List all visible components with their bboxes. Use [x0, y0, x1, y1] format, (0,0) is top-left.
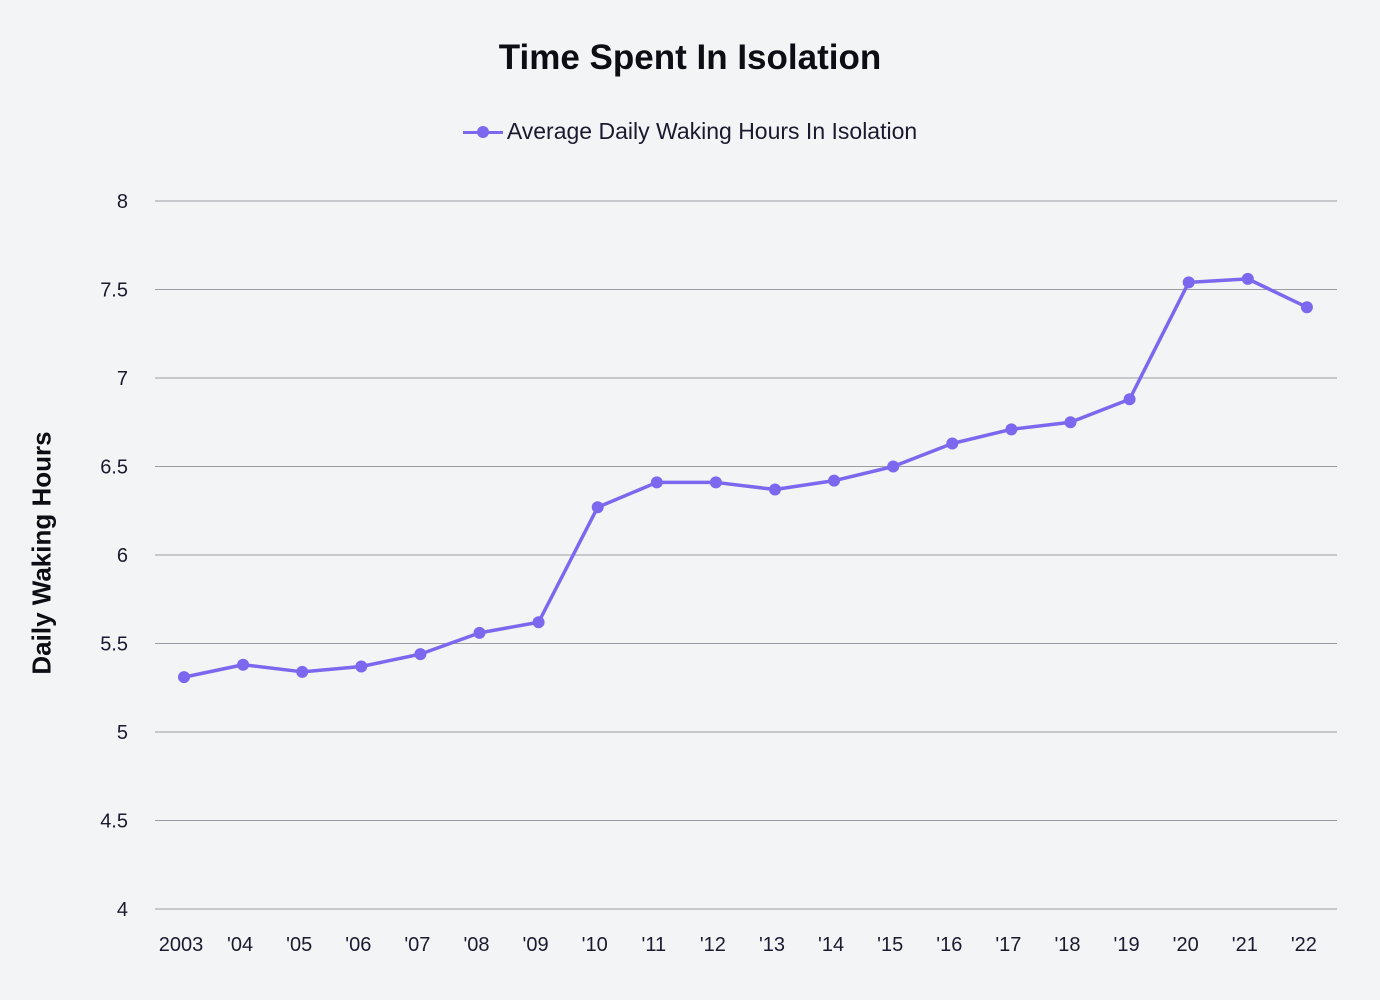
x-tick-label: '12	[700, 934, 726, 956]
series-line	[182, 277, 1309, 679]
y-tick-label: 4	[117, 899, 128, 921]
data-point	[769, 483, 781, 496]
x-tick-label: '04	[227, 934, 253, 956]
data-point	[237, 658, 250, 671]
x-tick-label: '10	[582, 934, 608, 956]
x-tick-label: '15	[877, 934, 903, 956]
data-point	[650, 476, 663, 489]
x-tick-label: '18	[1054, 934, 1080, 956]
data-point	[1123, 393, 1136, 406]
legend: Average Daily Waking Hours In Isolation	[0, 118, 1380, 145]
data-point	[473, 626, 486, 639]
x-tick-label: '22	[1291, 934, 1317, 956]
y-tick-label: 6	[117, 545, 128, 567]
legend-dot-swatch	[476, 125, 489, 138]
y-tick-label: 7.5	[100, 280, 128, 302]
data-point	[296, 665, 309, 678]
data-point	[355, 660, 368, 673]
chart-title: Time Spent In Isolation	[498, 38, 882, 77]
data-point	[1182, 276, 1195, 289]
y-tick-label: 8	[117, 191, 128, 213]
data-point	[709, 476, 722, 489]
data-point	[591, 501, 604, 514]
x-tick-label: '19	[1114, 934, 1140, 956]
x-tick-label: '21	[1232, 934, 1258, 956]
x-tick-label: '16	[936, 934, 962, 956]
x-tick-label: '17	[995, 934, 1021, 956]
data-point	[1300, 301, 1313, 314]
data-point	[1241, 272, 1254, 285]
x-tick-label: '07	[404, 934, 430, 956]
y-tick-label: 6.5	[100, 457, 128, 479]
y-tick-label: 5.5	[100, 634, 128, 656]
data-point	[178, 671, 190, 684]
y-tick-label: 5	[117, 722, 128, 744]
x-tick-label: '20	[1173, 934, 1199, 956]
x-tick-label: '08	[463, 934, 489, 956]
data-point	[1064, 416, 1077, 429]
data-point	[414, 648, 427, 661]
y-tick-label: 7	[117, 368, 128, 390]
x-tick-label: '14	[818, 934, 844, 956]
data-point	[1005, 423, 1018, 436]
x-tick-label: '11	[642, 934, 667, 956]
x-tick-label: '09	[523, 934, 549, 956]
y-tick-label: 4.5	[100, 811, 128, 833]
legend-series-marker	[462, 122, 503, 142]
data-point	[887, 460, 900, 473]
data-point	[946, 437, 959, 450]
data-point	[828, 474, 841, 487]
x-tick-label: '13	[759, 934, 785, 956]
x-tick-label: 2003	[159, 934, 204, 956]
x-tick-label: '05	[286, 934, 312, 956]
legend-series-label: Average Daily Waking Hours In Isolation	[506, 118, 918, 144]
data-point	[532, 616, 545, 629]
x-tick-label: '06	[345, 934, 371, 956]
